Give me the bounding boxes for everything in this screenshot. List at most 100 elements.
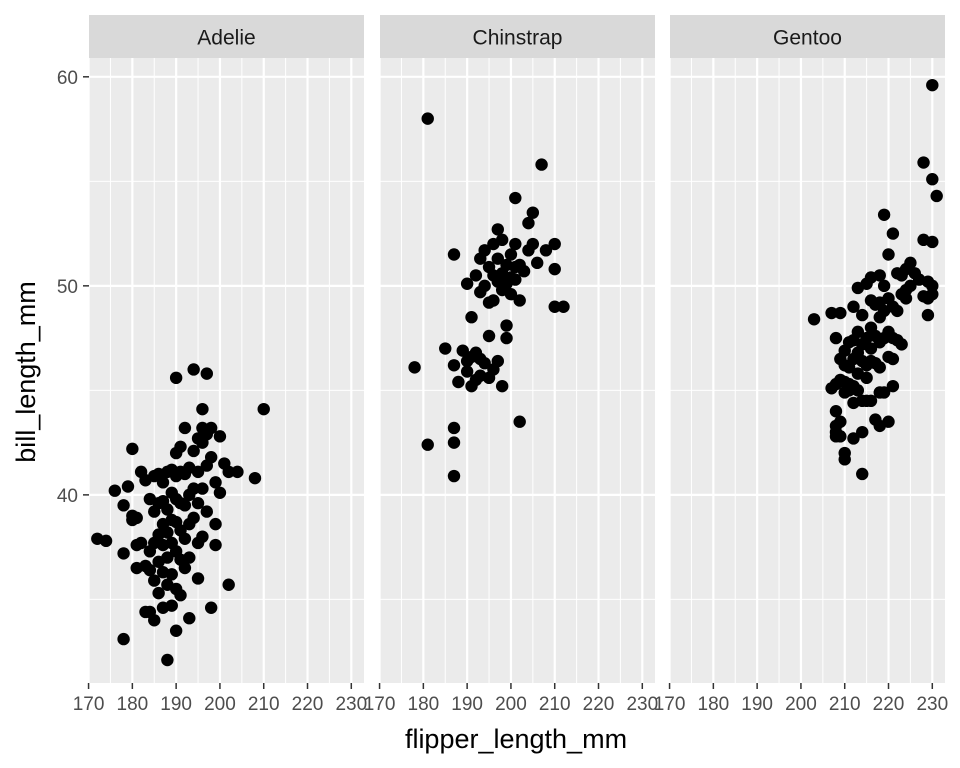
data-point bbox=[161, 551, 174, 564]
data-point bbox=[522, 216, 535, 230]
x-tick-label: 220 bbox=[292, 694, 324, 715]
data-point bbox=[134, 536, 148, 550]
data-point bbox=[899, 292, 913, 305]
data-point bbox=[834, 415, 847, 428]
data-point bbox=[495, 379, 509, 393]
y-axis-title: bill_length_mm bbox=[11, 281, 41, 463]
x-tick-label: 180 bbox=[117, 694, 149, 715]
data-point bbox=[500, 331, 513, 345]
x-tick-label: 190 bbox=[451, 694, 483, 715]
data-point bbox=[209, 517, 222, 531]
data-point bbox=[491, 354, 504, 368]
data-point bbox=[231, 465, 244, 479]
y-tick-label: 40 bbox=[57, 486, 78, 507]
y-axis: 40 50 60 bbox=[57, 68, 89, 507]
facet-label: Adelie bbox=[197, 27, 255, 50]
data-point bbox=[926, 235, 939, 249]
x-tick-label: 210 bbox=[829, 694, 861, 715]
data-point bbox=[904, 256, 917, 270]
data-point bbox=[191, 497, 205, 510]
x-tick-label: 220 bbox=[583, 694, 615, 715]
data-point bbox=[873, 361, 886, 374]
data-point bbox=[222, 578, 235, 591]
panel-background bbox=[89, 58, 364, 683]
data-point bbox=[921, 308, 935, 322]
y-tick-label: 60 bbox=[57, 68, 78, 89]
data-point bbox=[447, 359, 461, 372]
data-point bbox=[187, 482, 200, 495]
data-point bbox=[108, 484, 122, 497]
data-point bbox=[452, 375, 465, 389]
data-point bbox=[877, 279, 891, 293]
data-point bbox=[886, 227, 900, 240]
x-tick-label: 210 bbox=[539, 694, 571, 715]
data-point bbox=[248, 471, 262, 485]
data-point bbox=[829, 331, 843, 345]
data-point bbox=[117, 632, 130, 646]
data-point bbox=[504, 288, 518, 301]
data-point bbox=[917, 156, 930, 169]
data-point bbox=[513, 294, 526, 307]
data-point bbox=[152, 586, 165, 600]
data-point bbox=[187, 363, 200, 376]
data-point bbox=[421, 112, 434, 125]
facet-strip-adelie: Adelie bbox=[89, 15, 364, 58]
data-point bbox=[456, 344, 469, 357]
data-point bbox=[531, 256, 544, 270]
x-axis-gentoo: 170 180 190 200 210 220 230 bbox=[654, 683, 948, 715]
data-point bbox=[509, 237, 522, 251]
data-point bbox=[834, 430, 847, 443]
data-point bbox=[851, 325, 865, 339]
data-point bbox=[161, 526, 174, 539]
data-point bbox=[183, 551, 196, 564]
data-point bbox=[807, 313, 821, 326]
data-point bbox=[864, 394, 878, 408]
data-point bbox=[174, 440, 187, 453]
data-point bbox=[178, 561, 192, 575]
data-point bbox=[834, 306, 847, 320]
data-point bbox=[460, 277, 474, 290]
data-point bbox=[447, 421, 461, 435]
data-point bbox=[465, 310, 478, 324]
data-point bbox=[548, 262, 561, 276]
facet-label: Gentoo bbox=[773, 27, 842, 50]
panel-chinstrap bbox=[378, 58, 655, 683]
data-point bbox=[447, 436, 461, 449]
data-point bbox=[209, 538, 222, 552]
data-point bbox=[117, 499, 130, 512]
data-point bbox=[882, 248, 895, 261]
data-point bbox=[847, 300, 860, 313]
data-point bbox=[926, 288, 939, 301]
data-point bbox=[930, 189, 943, 203]
data-point bbox=[482, 329, 496, 343]
data-point bbox=[886, 379, 900, 393]
data-point bbox=[478, 356, 491, 370]
x-tick-label: 230 bbox=[626, 694, 658, 715]
data-point bbox=[178, 532, 192, 545]
data-point bbox=[161, 653, 174, 667]
data-point bbox=[165, 599, 178, 612]
data-point bbox=[447, 469, 461, 483]
x-axis-chinstrap: 170 180 190 200 210 220 230 bbox=[364, 683, 658, 715]
data-point bbox=[204, 451, 218, 464]
data-point bbox=[469, 269, 483, 282]
x-tick-label: 200 bbox=[495, 694, 527, 715]
data-point bbox=[509, 191, 522, 205]
data-point bbox=[204, 601, 218, 614]
data-point bbox=[421, 438, 434, 451]
facet-panels bbox=[87, 58, 945, 683]
data-point bbox=[196, 530, 209, 543]
x-axis-title: flipper_length_mm bbox=[405, 724, 627, 754]
data-point bbox=[526, 206, 540, 219]
data-point bbox=[178, 499, 192, 512]
y-tick-label: 50 bbox=[57, 277, 78, 298]
data-point bbox=[882, 415, 895, 428]
data-point bbox=[187, 444, 200, 458]
data-point bbox=[877, 208, 891, 221]
panel-gentoo bbox=[668, 58, 945, 683]
data-point bbox=[183, 612, 196, 625]
data-point bbox=[557, 300, 570, 313]
data-point bbox=[213, 430, 227, 443]
data-point bbox=[860, 371, 873, 385]
